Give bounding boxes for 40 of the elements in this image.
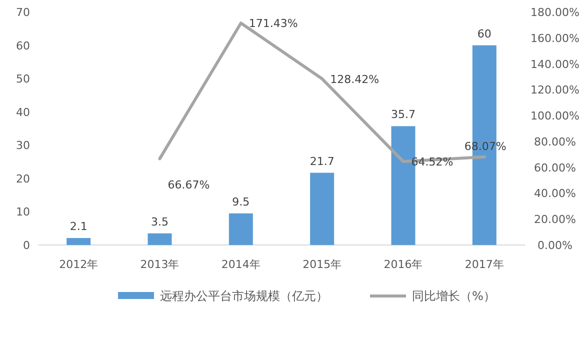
y-tick-label: 40 xyxy=(16,106,30,119)
y2-tick-label: 20.00% xyxy=(534,213,576,226)
y-tick-label: 50 xyxy=(16,72,30,86)
y2-tick-label: 140.00% xyxy=(530,58,580,71)
y2-tick-label: 60.00% xyxy=(534,161,576,174)
data-label: 128.42% xyxy=(330,72,380,86)
x-tick-label: 2013年 xyxy=(140,258,180,271)
data-label: 21.7 xyxy=(310,154,334,168)
y2-tick-label: 100.00% xyxy=(530,110,580,123)
x-tick-label: 2015年 xyxy=(302,258,342,271)
data-label: 64.52% xyxy=(411,155,454,168)
legend-label: 同比增长（%） xyxy=(412,289,496,303)
y-tick-label: 0 xyxy=(23,239,30,252)
y-tick-label: 70 xyxy=(16,6,30,19)
x-tick-label: 2017年 xyxy=(464,258,504,271)
bar xyxy=(310,172,334,245)
y2-tick-label: 180.00% xyxy=(530,6,580,19)
data-label: 60 xyxy=(477,27,492,40)
data-label: 66.67% xyxy=(168,178,210,192)
data-label: 9.5 xyxy=(232,195,250,208)
y-tick-label: 60 xyxy=(16,39,30,52)
y2-tick-label: 80.00% xyxy=(534,135,576,148)
x-tick-label: 2016年 xyxy=(384,258,423,271)
y-tick-label: 20 xyxy=(16,172,30,186)
y2-tick-label: 120.00% xyxy=(530,84,580,97)
legend-label: 远程办公平台市场规模（亿元） xyxy=(160,289,328,303)
data-label: 35.7 xyxy=(391,108,416,122)
data-label: 2.1 xyxy=(70,220,88,234)
y-tick-label: 10 xyxy=(16,206,30,219)
bar xyxy=(148,233,172,245)
x-tick-label: 2014年 xyxy=(221,258,260,271)
data-label: 3.5 xyxy=(151,215,168,228)
y-tick-label: 30 xyxy=(16,139,30,152)
y2-tick-label: 40.00% xyxy=(534,187,576,200)
x-tick-label: 2012年 xyxy=(59,258,98,271)
y2-tick-label: 0.00% xyxy=(538,239,572,252)
y2-tick-label: 160.00% xyxy=(530,32,580,45)
bar xyxy=(66,238,91,245)
data-label: 171.43% xyxy=(248,17,298,30)
bar xyxy=(228,213,253,245)
